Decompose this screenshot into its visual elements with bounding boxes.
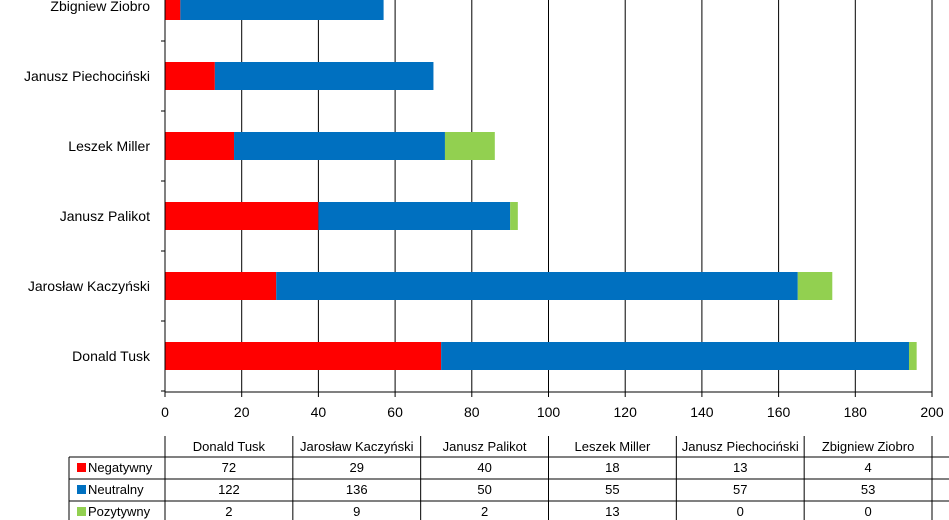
x-tick-label: 200 [920, 404, 944, 420]
bar-negatywny-5 [165, 0, 181, 20]
bar-neutralny-5 [180, 0, 384, 20]
table-cell: 0 [864, 504, 871, 519]
bar-negatywny-2 [165, 202, 319, 230]
table-header-cell: Janusz Palikot [443, 439, 527, 454]
legend-label: Pozytywny [88, 504, 151, 519]
table-cell: 136 [346, 482, 368, 497]
x-tick-label: 80 [464, 404, 480, 420]
table-cell: 55 [605, 482, 619, 497]
table-cell: 122 [218, 482, 240, 497]
bar-neutralny-0 [441, 342, 909, 370]
x-tick-label: 20 [234, 404, 250, 420]
bar-negatywny-1 [165, 272, 277, 300]
category-label: Janusz Palikot [60, 208, 150, 224]
bar-pozytywny-2 [510, 202, 518, 230]
bars [165, 0, 917, 370]
x-tick-label: 40 [311, 404, 327, 420]
table-cell: 4 [864, 460, 871, 475]
table-cell: 13 [733, 460, 747, 475]
bar-neutralny-2 [318, 202, 511, 230]
category-label: Janusz Piechociński [24, 68, 150, 84]
x-tick-label: 60 [387, 404, 403, 420]
x-tick-labels: 0 20 40 60 80 100 120 140 160 180 200 [161, 404, 944, 420]
bar-pozytywny-0 [908, 342, 917, 370]
x-tick-label: 140 [690, 404, 714, 420]
table-header-cell: Jarosław Kaczyński [300, 439, 414, 454]
bar-negatywny-4 [165, 62, 215, 90]
table-header-cell: Janusz Piechociński [682, 439, 799, 454]
x-tick-label: 100 [537, 404, 561, 420]
bar-pozytywny-3 [444, 132, 495, 160]
table-header-cell: Leszek Miller [574, 439, 651, 454]
table-cell: 18 [605, 460, 619, 475]
x-tick-label: 0 [161, 404, 169, 420]
bar-negatywny-0 [165, 342, 442, 370]
axes [161, 0, 933, 397]
x-tick-label: 160 [767, 404, 791, 420]
table-header-cell: Zbigniew Ziobro [822, 439, 915, 454]
legend-swatch-neutralny [77, 485, 86, 494]
table-cell: 53 [861, 482, 875, 497]
category-label: Zbigniew Ziobro [50, 0, 150, 14]
bar-neutralny-4 [214, 62, 434, 90]
table-cell: 0 [737, 504, 744, 519]
bar-neutralny-3 [234, 132, 445, 160]
table-cell: 2 [225, 504, 232, 519]
table-cell: 13 [605, 504, 619, 519]
table-cell: 2 [481, 504, 488, 519]
legend-label: Negatywny [88, 460, 153, 475]
table-cell: 50 [477, 482, 491, 497]
x-tick-label: 180 [844, 404, 868, 420]
legend-label: Neutralny [88, 482, 144, 497]
bar-neutralny-1 [276, 272, 798, 300]
table-cell: 9 [353, 504, 360, 519]
table-header-cell: Donald Tusk [193, 439, 266, 454]
gridlines [241, 0, 933, 392]
table-cell: 57 [733, 482, 747, 497]
legend-swatch-negatywny [77, 463, 86, 472]
bar-negatywny-3 [165, 132, 235, 160]
x-tick-label: 120 [614, 404, 638, 420]
data-table: Donald Tusk Jarosław Kaczyński Janusz Pali… [68, 436, 949, 520]
table-cell: 72 [222, 460, 236, 475]
table-cell: 29 [350, 460, 364, 475]
table-cell: 40 [477, 460, 491, 475]
category-labels: Donald Tusk Jarosław Kaczyński Janusz Pali… [24, 0, 151, 364]
category-label: Donald Tusk [72, 348, 151, 364]
category-label: Leszek Miller [68, 138, 150, 154]
legend-swatch-pozytywny [77, 507, 86, 516]
category-label: Jarosław Kaczyński [28, 278, 150, 294]
bar-pozytywny-1 [797, 272, 833, 300]
